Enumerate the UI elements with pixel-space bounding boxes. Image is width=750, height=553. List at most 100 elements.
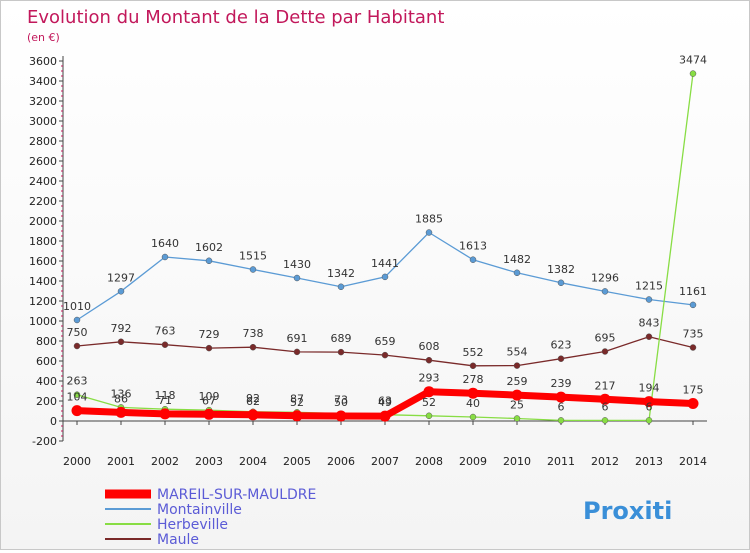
data-label: 1885 [415, 213, 443, 226]
x-tick-label: 2004 [239, 455, 267, 468]
data-point [291, 410, 303, 422]
data-label: 792 [111, 322, 132, 335]
chart-subtitle: (en €) [27, 31, 60, 44]
x-tick-label: 2014 [679, 455, 707, 468]
data-label: 3474 [679, 54, 707, 67]
data-label: 1482 [503, 253, 531, 266]
x-tick-label: 2005 [283, 455, 311, 468]
data-label: 175 [683, 384, 704, 397]
data-point [205, 257, 213, 265]
data-label: 608 [419, 340, 440, 353]
data-point [469, 256, 477, 263]
y-tick-label: 600 [36, 355, 57, 368]
data-label: 623 [551, 339, 572, 352]
data-label: 293 [419, 372, 440, 385]
data-point [601, 417, 609, 424]
data-point [337, 283, 345, 291]
data-label: 1441 [371, 257, 399, 270]
data-label: 1215 [635, 280, 663, 293]
data-label: 63 [378, 395, 392, 408]
y-tick-label: 2800 [29, 135, 57, 148]
data-label: 729 [199, 328, 220, 341]
data-point [689, 344, 697, 351]
data-point [423, 386, 435, 398]
x-tick-label: 2013 [635, 455, 663, 468]
y-tick-label: 1800 [29, 235, 57, 248]
data-label: 217 [595, 379, 616, 392]
y-tick-label: 1400 [29, 275, 57, 288]
y-tick-label: 2000 [29, 215, 57, 228]
data-label: 1640 [151, 237, 179, 250]
legend: MAREIL-SUR-MAULDREMontainvilleHerbeville… [105, 487, 316, 548]
data-point [557, 279, 565, 287]
data-point [601, 348, 609, 355]
y-tick-label: 200 [36, 395, 57, 408]
y-tick-label: 1200 [29, 295, 57, 308]
data-point [73, 316, 81, 324]
data-point [71, 405, 83, 417]
data-point [601, 288, 609, 295]
data-point [469, 362, 477, 370]
data-label: 52 [422, 396, 436, 409]
data-point [161, 253, 169, 261]
data-label: 118 [155, 389, 176, 402]
data-point [293, 274, 301, 282]
data-label: 25 [510, 399, 524, 412]
data-label: 6 [558, 400, 565, 413]
data-point [73, 391, 81, 398]
data-label: 50 [334, 396, 348, 409]
x-tick-label: 2012 [591, 455, 619, 468]
data-label: 691 [287, 332, 308, 345]
y-tick-label: 2200 [29, 195, 57, 208]
data-point [249, 266, 257, 273]
data-point [117, 288, 125, 295]
data-label: 40 [466, 397, 480, 410]
data-point [159, 408, 171, 420]
legend-label: MAREIL-SUR-MAULDRE [157, 487, 316, 503]
x-tick-label: 2008 [415, 455, 443, 468]
data-label: 1161 [679, 285, 707, 298]
data-point [205, 344, 213, 352]
data-label: 1430 [283, 258, 311, 271]
x-tick-label: 2000 [63, 455, 91, 468]
data-label: 1515 [239, 250, 267, 263]
data-point [513, 362, 521, 369]
data-point [513, 269, 521, 277]
data-label: 659 [375, 335, 396, 348]
x-tick-label: 2002 [151, 455, 179, 468]
y-tick-label: 3200 [29, 95, 57, 108]
x-tick-label: 2007 [371, 455, 399, 468]
data-label: 71 [158, 394, 172, 407]
y-tick-label: 400 [36, 375, 57, 388]
data-point [469, 413, 477, 421]
data-point [335, 410, 347, 422]
data-point [249, 343, 257, 351]
legend-label: Montainville [157, 502, 242, 518]
data-label: 92 [246, 392, 260, 405]
data-label: 136 [111, 387, 132, 400]
data-label: 750 [67, 326, 88, 339]
data-point [337, 348, 345, 356]
data-point [381, 351, 389, 359]
data-labels: 1010 1297 1640 1602 1515 1430 1342 1441 1885 1613… [63, 54, 707, 414]
data-label: 278 [463, 373, 484, 386]
data-label: 1382 [547, 263, 575, 276]
data-point [645, 333, 653, 340]
data-point [425, 412, 433, 420]
data-point [117, 338, 125, 346]
y-tick-label: 1000 [29, 315, 57, 328]
data-point [511, 389, 523, 401]
data-point [687, 398, 699, 409]
x-tick-label: 2009 [459, 455, 487, 468]
data-point [645, 296, 653, 303]
x-tick-label: 2001 [107, 455, 135, 468]
y-tick-label: 1600 [29, 255, 57, 268]
data-label: 843 [639, 317, 660, 330]
y-tick-label: -200 [32, 435, 57, 448]
data-point [513, 415, 521, 422]
data-point [293, 348, 301, 356]
data-label: 52 [290, 396, 304, 409]
data-point [115, 406, 127, 418]
data-label: 689 [331, 332, 352, 345]
